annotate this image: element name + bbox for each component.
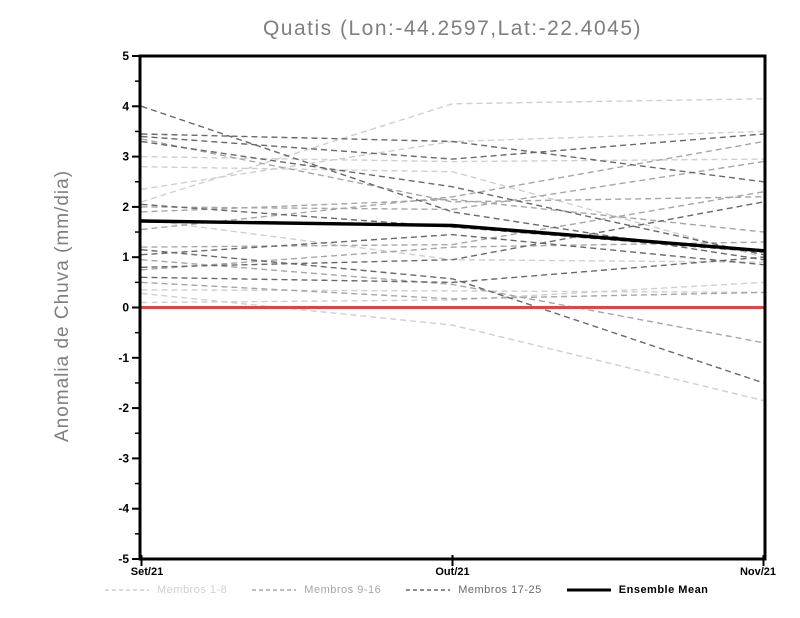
y-tick-label: 4: [122, 99, 129, 113]
legend-item: Ensemble Mean: [566, 584, 709, 596]
member-line-group3: [141, 133, 764, 160]
y-tick-label: -3: [118, 451, 129, 465]
y-tick-label: -2: [118, 401, 129, 415]
member-line-group3: [141, 249, 764, 384]
y-tick-label: -5: [118, 552, 129, 566]
chart-title: Quatis (Lon:-44.2597,Lat:-22.4045): [262, 17, 643, 40]
member-line-group2: [141, 198, 764, 233]
legend-solid-line-swatch: [566, 588, 611, 592]
member-line-group1: [141, 281, 764, 304]
y-tick-label: -4: [118, 502, 129, 516]
member-line-group2: [141, 191, 764, 248]
y-tick-label: -1: [118, 351, 129, 365]
member-line-group2: [141, 241, 764, 271]
member-line-group3: [141, 140, 764, 256]
y-tick-label: 2: [122, 200, 129, 214]
member-line-group3: [141, 233, 764, 266]
x-tick-label: Nov/21: [740, 566, 776, 578]
member-line-group2: [141, 281, 764, 300]
member-line-group1: [141, 289, 764, 294]
x-tick-label: Out/21: [435, 566, 469, 578]
member-line-group1: [141, 292, 764, 402]
member-line-group1: [141, 155, 764, 163]
member-line-group3: [141, 201, 764, 268]
legend-dashed-line-swatch: [252, 589, 297, 591]
member-line-group3: [141, 105, 764, 261]
legend-label: Ensemble Mean: [618, 584, 709, 596]
y-tick-label: 0: [122, 301, 129, 315]
member-line-group3: [141, 256, 764, 284]
member-line-group1: [141, 98, 764, 203]
member-line-group2: [141, 138, 764, 203]
legend-label: Membros 1-8: [157, 584, 228, 596]
legend-label: Membros 17-25: [458, 584, 542, 596]
legend-item: Membros 17-25: [405, 584, 542, 596]
x-tick-label: Set/21: [131, 566, 163, 578]
member-line-group3: [141, 133, 764, 183]
legend-dashed-line-swatch: [105, 589, 149, 591]
legend: Membros 1-8 Membros 9-16 Membros 17-25 Ense…: [104, 584, 708, 596]
member-line-group1: [141, 130, 764, 190]
legend-dashed-line-swatch: [406, 589, 451, 591]
legend-item: Membros 1-8: [104, 584, 227, 596]
y-tick-label: 5: [122, 49, 129, 63]
y-tick-label: 3: [122, 150, 129, 164]
legend-label: Membros 9-16: [304, 584, 382, 596]
y-tick-label: 1: [122, 250, 129, 264]
ensemble-mean-line: [141, 219, 764, 253]
member-line-group2: [141, 140, 764, 231]
member-line-group1: [141, 166, 764, 258]
member-line-group2: [141, 259, 764, 344]
legend-item: Membros 9-16: [251, 584, 381, 596]
